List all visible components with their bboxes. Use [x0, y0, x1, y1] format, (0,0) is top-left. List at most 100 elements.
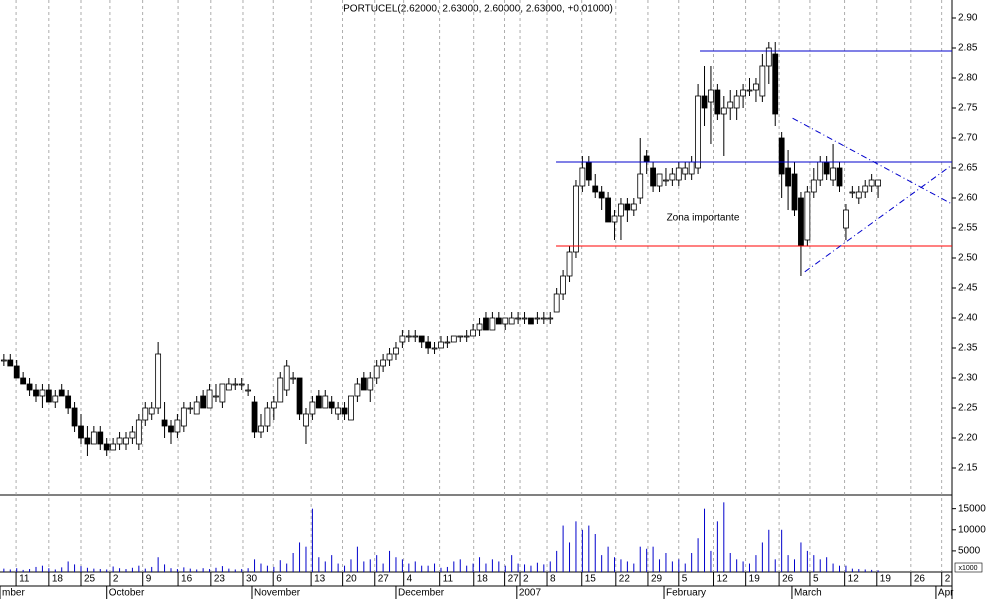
candle-body [624, 203, 631, 211]
candle-body [200, 395, 207, 409]
candle-body [13, 365, 20, 379]
candle-body [753, 83, 759, 91]
candle-body [232, 383, 239, 386]
candle-body [643, 155, 650, 163]
candle-body [386, 353, 393, 361]
y-tick-label: 2.85 [958, 43, 978, 54]
candle-body [791, 173, 798, 211]
candle-body [573, 185, 579, 253]
candle-body [84, 437, 91, 445]
candle-body [695, 95, 701, 169]
y-tick-label: 2.20 [958, 433, 978, 444]
y-tick-label: 2.40 [958, 313, 978, 324]
candle-body [618, 203, 624, 217]
candle-body [277, 377, 284, 403]
x-tick-label: 11 [443, 574, 454, 585]
y2-tick-label: 10000 [958, 524, 986, 535]
y-tick-label: 2.65 [958, 163, 978, 174]
x-tick-label: 16 [181, 574, 193, 585]
candle-body [393, 347, 399, 355]
candle-body [470, 329, 477, 337]
candle-body [270, 401, 277, 409]
candle-body [399, 335, 406, 343]
trend-line [804, 164, 953, 273]
x-tick-label: 2 [945, 574, 951, 585]
y-tick-label: 2.90 [958, 13, 978, 24]
candle-body [39, 389, 46, 397]
month-label: mber [2, 588, 25, 599]
candle-body [206, 389, 213, 409]
candle-body [489, 317, 496, 331]
candle-body [875, 179, 881, 187]
candle-body [438, 341, 444, 349]
candle-body [772, 53, 779, 115]
candle-body [630, 203, 637, 211]
candle-body [746, 89, 753, 92]
x-tick-label: 4 [407, 574, 413, 585]
x-tick-label: 5 [813, 574, 819, 585]
candle-body [251, 401, 258, 433]
y-tick-label: 2.15 [958, 463, 978, 474]
x-tick-label: 26 [782, 574, 794, 585]
candle-body [740, 89, 746, 97]
candle-body [714, 89, 721, 115]
x-tick-label: 5 [682, 574, 688, 585]
candle-body [868, 179, 875, 187]
candle-body [296, 377, 303, 415]
candle-body [444, 341, 451, 344]
candle-body [862, 185, 869, 193]
candle-body [213, 395, 219, 398]
candle-body [341, 407, 348, 415]
candle-body [193, 401, 200, 415]
candle-body [547, 317, 554, 320]
candle-body [245, 389, 252, 392]
candle-body [155, 353, 162, 409]
candle-body [110, 443, 117, 451]
candle-body [129, 431, 136, 439]
candle-body [637, 173, 644, 199]
candle-body [579, 167, 586, 187]
month-label: February [666, 588, 706, 599]
month-label: March [794, 588, 822, 599]
candle-body [810, 179, 817, 193]
volume-unit: x1000 [958, 565, 977, 572]
candle-body [701, 95, 708, 109]
candle-body [168, 425, 174, 433]
x-tick-label: 12 [717, 574, 729, 585]
candle-body [180, 407, 187, 427]
candle-body [515, 317, 522, 320]
x-tick-label: 30 [246, 574, 258, 585]
month-label: Apr [938, 588, 954, 599]
candle-body [20, 377, 27, 385]
candle-body [367, 377, 374, 391]
candle-body [663, 179, 669, 182]
candle-body [412, 335, 419, 338]
candle-body [463, 335, 470, 338]
annotation: Zona importante [667, 212, 740, 223]
x-tick-label: 22 [619, 574, 631, 585]
candle-body [598, 191, 605, 199]
y-tick-label: 2.80 [958, 73, 978, 84]
month-label: October [109, 588, 145, 599]
candle-body [553, 293, 560, 313]
candle-body [830, 167, 836, 181]
candle-body [26, 383, 33, 391]
candle-body [360, 377, 367, 391]
candle-body [187, 407, 194, 410]
candle-body [65, 395, 72, 409]
candle-body [7, 359, 14, 367]
y-tick-label: 2.30 [958, 373, 978, 384]
candle-body [778, 137, 785, 175]
candle-body [97, 431, 104, 445]
candle-body [238, 383, 245, 386]
y-tick-label: 2.45 [958, 283, 978, 294]
x-tick-label: 26 [914, 574, 926, 585]
candle-body [592, 185, 599, 193]
month-label: 2007 [519, 588, 542, 599]
x-tick-label: 18 [477, 574, 489, 585]
x-tick-label: 23 [214, 574, 226, 585]
candle-body [322, 395, 329, 409]
candle-body [219, 383, 226, 403]
candle-body [708, 89, 714, 103]
candle-body [682, 167, 689, 175]
